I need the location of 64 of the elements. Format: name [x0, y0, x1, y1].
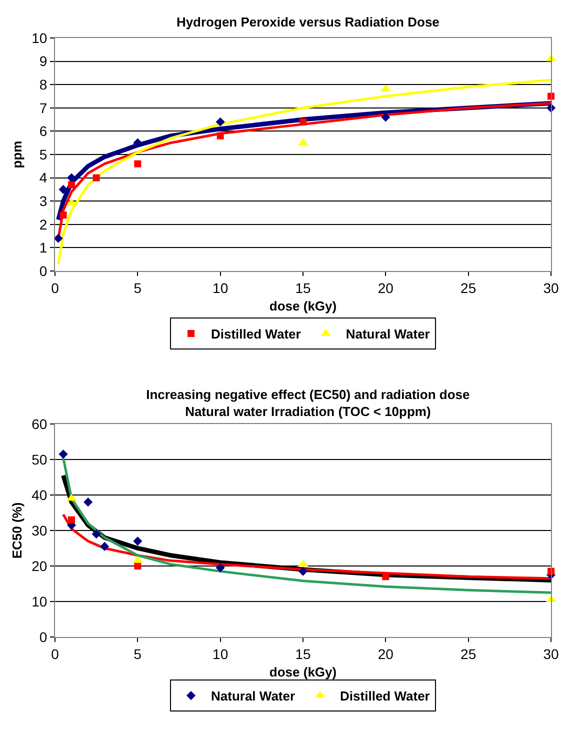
x-tick-label: 5 [134, 280, 142, 296]
y-tick-label: 1 [39, 240, 48, 256]
point [134, 562, 142, 570]
point [381, 112, 390, 122]
x-tick-label: 0 [51, 646, 60, 662]
chart-title: Increasing negative effect (EC50) and radiation dose [146, 387, 470, 402]
x-tick-label: 30 [543, 646, 559, 662]
y-tick-label: 50 [32, 451, 48, 468]
point [58, 450, 68, 459]
point [382, 573, 390, 580]
point [298, 566, 308, 576]
x-tick-label: 30 [543, 280, 559, 296]
point [134, 160, 142, 168]
y-tick-label: 30 [32, 522, 48, 538]
point [133, 536, 142, 546]
y-tick-label: 20 [32, 558, 48, 574]
chart-title: Hydrogen Peroxide versus Radiation Dose [176, 14, 440, 30]
x-tick-label: 10 [212, 280, 228, 296]
y-tick-label: 10 [32, 30, 48, 46]
point [84, 498, 93, 507]
x-tick-label: 10 [212, 646, 228, 662]
y-tick-label: 5 [39, 146, 48, 162]
y-tick-label: 8 [39, 76, 48, 92]
chart-subtitle: Natural water Irradiation (TOC < 10ppm) [185, 404, 431, 419]
point [54, 234, 63, 243]
x-tick-label: 0 [51, 280, 60, 296]
legend-label: Distilled Water [340, 688, 430, 704]
x-tick-label: 20 [378, 280, 394, 296]
y-tick-label: 9 [39, 53, 48, 70]
point [66, 173, 76, 182]
point [216, 563, 225, 572]
x-axis-title: dose (kGy) [269, 298, 337, 314]
y-tick-label: 60 [32, 416, 48, 432]
x-tick-label: 15 [295, 280, 311, 296]
x-tick-label: 15 [295, 646, 311, 662]
point [100, 542, 110, 552]
point [60, 212, 67, 219]
y-tick-label: 10 [32, 593, 48, 610]
point [216, 117, 225, 126]
y-tick-label: 0 [39, 628, 48, 645]
point [133, 138, 142, 148]
point [92, 174, 100, 182]
y-axis-title: EC50 (%) [10, 502, 25, 559]
point [92, 530, 101, 539]
point [216, 132, 224, 140]
x-tick-label: 20 [378, 646, 394, 662]
legend-label: Distilled Water [211, 326, 301, 342]
y-axis-title: ppm [10, 140, 25, 168]
legend-label: Natural Water [346, 326, 430, 342]
y-tick-label: 7 [39, 100, 48, 116]
x-tick-label: 5 [134, 646, 142, 662]
y-tick-label: 2 [39, 216, 48, 232]
x-tick-label: 25 [460, 280, 476, 296]
y-tick-label: 3 [39, 193, 48, 209]
legend-label: Natural Water [211, 688, 296, 704]
y-tick-label: 0 [39, 262, 48, 279]
point [68, 181, 76, 188]
x-axis-title: dose (kGy) [269, 664, 337, 680]
y-tick-label: 6 [39, 123, 48, 140]
point [68, 516, 76, 524]
x-tick-label: 25 [460, 646, 476, 662]
y-tick-label: 4 [39, 170, 48, 186]
y-tick-label: 40 [32, 486, 48, 503]
point [300, 118, 306, 126]
